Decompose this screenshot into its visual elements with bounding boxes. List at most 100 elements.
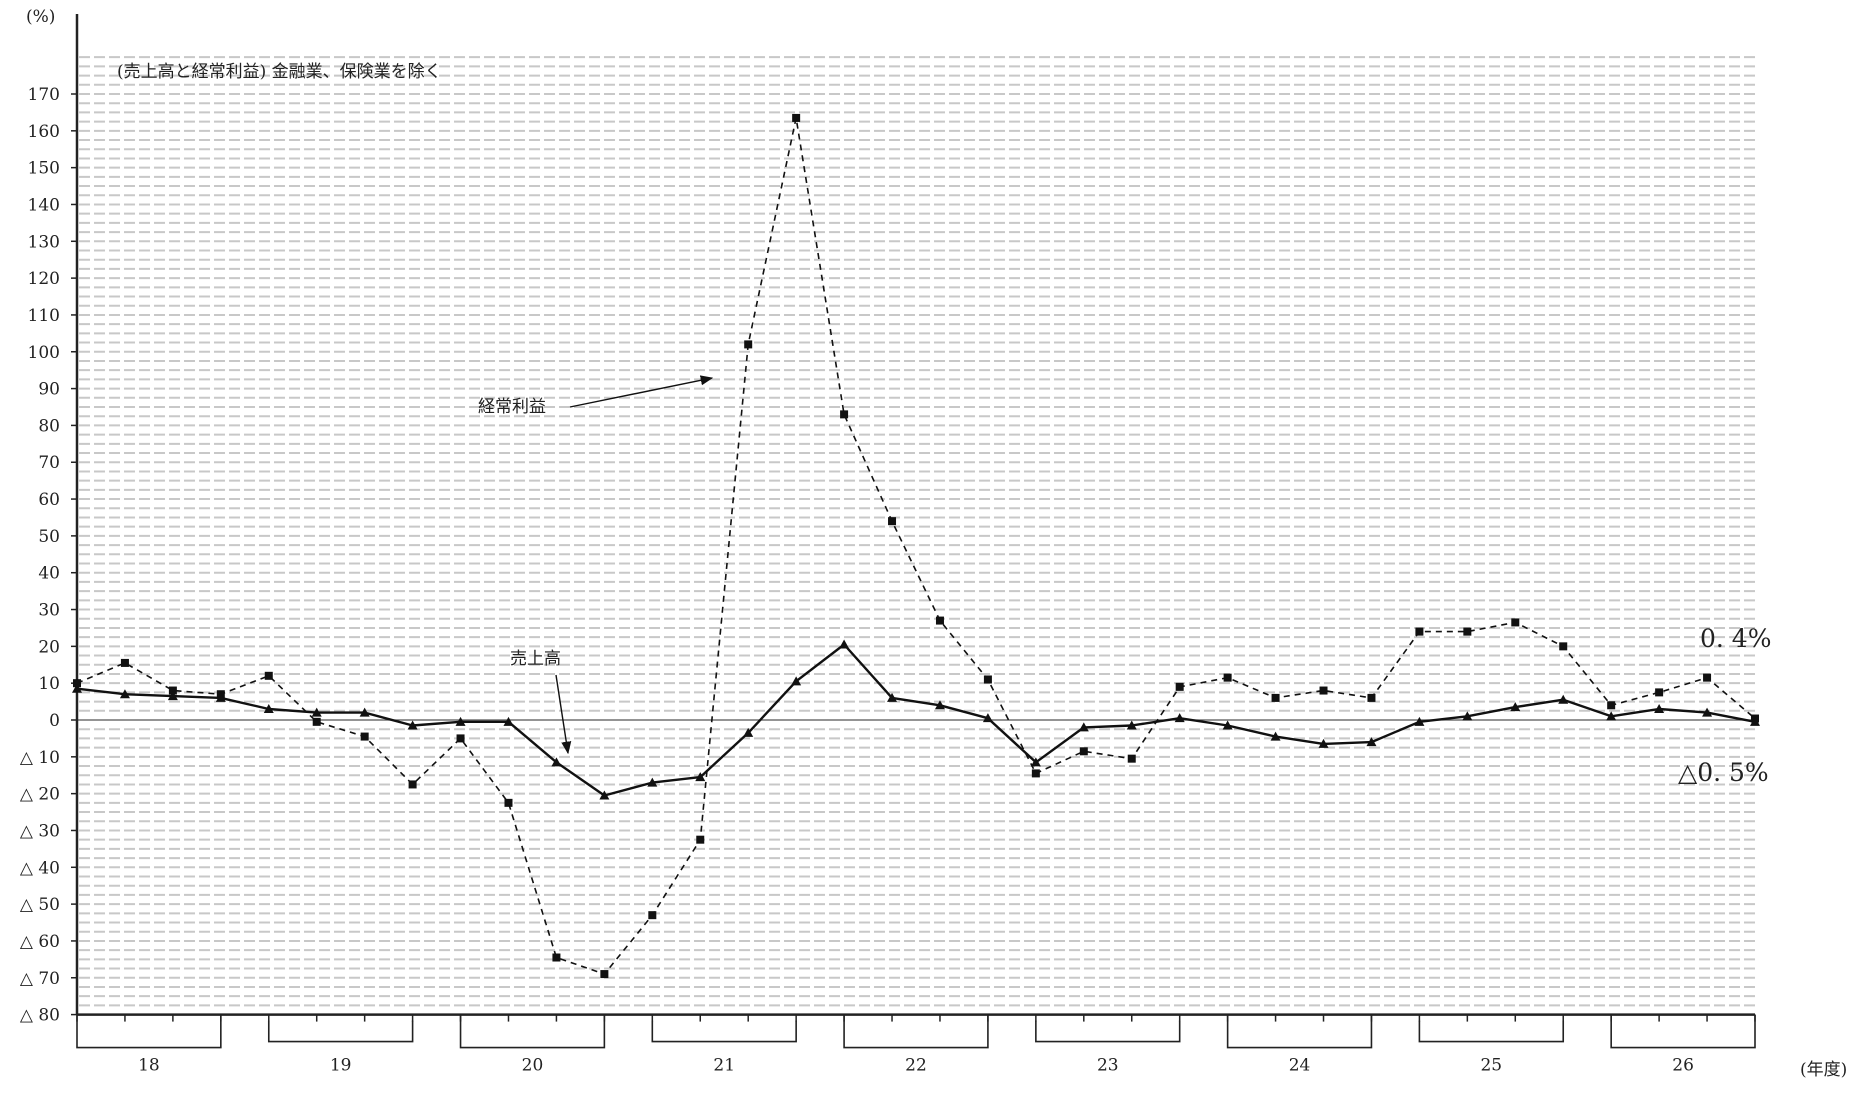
y-tick-label: △ 80 [20,1006,60,1026]
x-axis-unit-label: (年度) [1800,1060,1847,1080]
data-point-profit [1223,673,1232,682]
fiscal-year-bracket [1035,1020,1181,1043]
end-label-profit: 0. 4% [1700,624,1771,653]
data-point-profit [888,517,897,526]
annotation-arrow-profit [569,375,714,408]
fiscal-year-label: 25 [1480,1056,1502,1076]
y-tick-label: 0 [49,711,60,731]
y-tick-label: 90 [38,380,60,400]
y-axis-unit-label: (%) [26,7,55,27]
data-point-profit [552,953,561,962]
fiscal-year-label: 22 [905,1056,927,1076]
data-point-sales [167,691,178,701]
data-point-profit [600,970,609,979]
data-point-sales [1606,711,1617,721]
data-point-sales [934,700,945,710]
annotation-profit-label: 経常利益 [478,397,546,417]
y-tick-label: 80 [38,416,60,436]
data-point-profit [1079,747,1088,756]
fiscal-year-label: 18 [138,1056,160,1076]
fiscal-year-label: 24 [1289,1056,1311,1076]
series-line-sales [76,643,1756,797]
data-point-profit [120,658,129,667]
data-point-sales [263,703,274,713]
fiscal-year-bracket [1610,1014,1756,1049]
data-point-sales [599,790,610,800]
y-tick-label: △ 70 [20,969,60,989]
y-tick-label: △ 50 [20,895,60,915]
data-point-sales [503,716,514,726]
data-point-profit [456,734,465,743]
data-point-sales [72,683,82,693]
data-point-sales [1558,694,1569,704]
fiscal-year-bracket [76,1014,222,1049]
data-point-profit [1559,642,1568,651]
fiscal-year-bracket [843,1014,989,1049]
data-point-sales [215,692,226,702]
data-point-profit [983,675,992,684]
data-point-profit [1415,627,1424,636]
data-point-profit [168,686,177,695]
data-point-sales [1414,716,1425,726]
fiscal-year-label: 23 [1097,1056,1119,1076]
y-tick-label: △ 10 [20,748,60,768]
y-tick-label: 40 [38,564,60,584]
data-point-sales [311,707,322,717]
data-point-profit [696,835,705,844]
data-point-sales [982,713,993,723]
data-point-sales [1654,703,1665,713]
data-point-profit [1367,693,1376,702]
y-tick-label: △ 60 [20,932,60,952]
y-tick-label: 160 [28,122,60,142]
data-point-sales [407,720,418,730]
data-point-sales [1510,702,1521,712]
fiscal-year-label: 19 [330,1056,352,1076]
data-point-profit [504,798,513,807]
y-tick-label: 50 [38,527,60,547]
data-point-sales [1030,757,1041,767]
fiscal-year-bracket [1418,1020,1565,1043]
data-point-profit [360,732,369,741]
y-tick-label: 170 [28,85,60,105]
annotation-arrow-sales [555,674,572,755]
data-point-profit [935,616,944,625]
fiscal-year-bracket [1226,1014,1373,1049]
data-point-sales [1750,716,1760,726]
fiscal-year-bracket [651,1020,797,1043]
fiscal-year-label: 21 [713,1056,735,1076]
data-point-sales [1702,707,1713,717]
data-point-profit [840,410,849,419]
data-point-profit [264,671,273,680]
axis-layer [71,14,1756,1049]
data-point-profit [1175,682,1184,691]
data-point-profit [1655,688,1664,697]
series-line-profit [76,117,1756,975]
data-point-profit [1127,754,1136,763]
y-tick-label: 20 [38,637,60,657]
data-point-sales [791,676,802,686]
end-label-sales: △0. 5% [1678,758,1769,787]
data-point-sales [695,772,706,782]
y-tick-label: 120 [28,269,60,289]
y-tick-label: 150 [28,159,60,179]
y-tick-label: △ 40 [20,858,60,878]
data-point-profit [1463,627,1472,636]
data-point-sales [1174,713,1185,723]
data-point-sales [1126,720,1137,730]
chart-title: (売上高と経常利益) 金融業、保険業を除く [117,62,442,82]
data-point-profit [1319,686,1328,695]
data-point-sales [359,707,370,717]
data-point-sales [1462,711,1473,721]
data-point-profit [792,113,801,122]
y-tick-label: 100 [28,343,60,363]
y-tick-label: 70 [38,453,60,473]
data-point-profit [73,679,81,688]
data-point-profit [1703,673,1712,682]
data-point-sales [743,727,754,737]
data-point-sales [1318,738,1329,748]
data-point-profit [744,340,753,349]
y-tick-label: 130 [28,232,60,252]
y-tick-label: 140 [28,195,60,215]
data-point-sales [551,757,562,767]
